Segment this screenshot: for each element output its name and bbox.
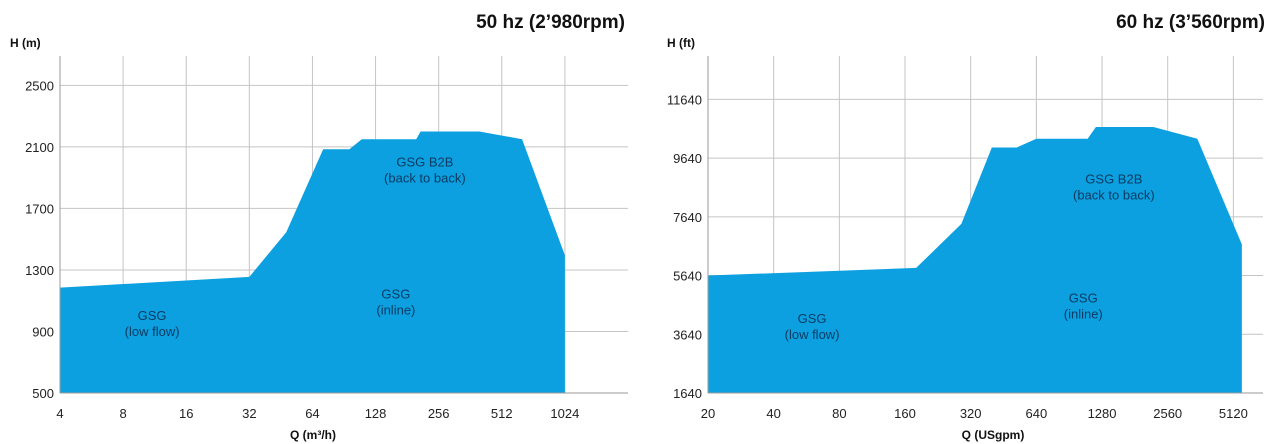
chart-title: 50 hz (2’980rpm) (476, 12, 625, 33)
region-label: GSG (798, 311, 827, 326)
y-tick-label: 7640 (673, 210, 702, 225)
chart-panel-60hz: 1640 3640 5640 7640 9640 11640 20 40 80 160 320 640… (635, 0, 1270, 444)
region-label: GSG (1069, 291, 1098, 306)
chart-title: 60 hz (3’560rpm) (1116, 12, 1265, 33)
x-tick-label: 128 (365, 406, 387, 421)
y-axis-title: H (m) (10, 36, 41, 50)
x-axis-title: Q (USgpm) (961, 428, 1025, 442)
x-tick-label: 320 (960, 406, 982, 421)
y-tick-label: 11640 (667, 92, 702, 107)
operating-envelope-area (60, 131, 565, 393)
x-tick-label: 40 (766, 406, 780, 421)
y-tick-label: 900 (32, 324, 54, 339)
chart-50hz: 500 900 1300 1700 2100 2500 4 8 16 32 64 128 256 512 1… (25, 56, 628, 421)
x-tick-label: 4 (56, 406, 63, 421)
operating-envelope-area (708, 126, 1242, 393)
region-label: GSG (138, 308, 167, 323)
region-label: GSG B2B (396, 154, 453, 169)
region-sublabel: (inline) (376, 303, 415, 318)
x-tick-label: 64 (305, 406, 319, 421)
y-tick-label: 500 (32, 386, 54, 401)
region-sublabel: (back to back) (1073, 188, 1155, 203)
x-tick-label: 256 (428, 406, 450, 421)
x-tick-label: 20 (701, 406, 715, 421)
region-sublabel: (back to back) (384, 170, 466, 185)
y-tick-label: 1700 (25, 201, 54, 216)
y-tick-label: 2500 (25, 78, 54, 93)
x-tick-label: 8 (119, 406, 126, 421)
x-tick-label: 32 (242, 406, 256, 421)
region-sublabel: (low flow) (125, 324, 180, 339)
region-label: GSG (381, 287, 410, 302)
y-tick-label: 2100 (25, 140, 54, 155)
region-sublabel: (inline) (1064, 307, 1103, 322)
x-axis-title: Q (m³/h) (290, 428, 336, 442)
region-label: GSG B2B (1085, 172, 1142, 187)
x-tick-label: 1024 (550, 406, 579, 421)
x-tick-label: 80 (832, 406, 846, 421)
x-tick-label: 512 (491, 406, 513, 421)
x-tick-label: 640 (1026, 406, 1048, 421)
y-tick-label: 1640 (673, 386, 702, 401)
x-tick-label: 1280 (1088, 406, 1117, 421)
x-tick-label: 16 (179, 406, 193, 421)
chart-panel-50hz: 500 900 1300 1700 2100 2500 4 8 16 32 64 128 256 512 1… (10, 12, 628, 442)
y-axis-title: H (ft) (667, 36, 695, 50)
region-sublabel: (low flow) (785, 327, 840, 342)
y-tick-label: 9640 (673, 151, 702, 166)
y-tick-label: 5640 (673, 269, 702, 284)
x-tick-label: 2560 (1153, 406, 1182, 421)
y-tick-label: 1300 (25, 263, 54, 278)
x-tick-label: 5120 (1219, 406, 1248, 421)
y-tick-label: 3640 (673, 327, 702, 342)
x-tick-label: 160 (894, 406, 916, 421)
chart-60hz: 1640 3640 5640 7640 9640 11640 20 40 80 160 320 640… (667, 56, 1263, 421)
